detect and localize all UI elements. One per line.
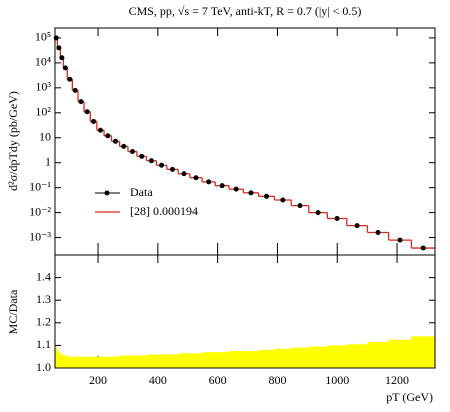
ratio-band bbox=[327, 345, 348, 368]
x-tick-label: 1200 bbox=[385, 373, 409, 387]
data-point bbox=[206, 179, 212, 185]
ratio-band bbox=[67, 356, 73, 368]
x-tick-label: 600 bbox=[209, 373, 227, 387]
ratio-band bbox=[346, 344, 368, 368]
data-point bbox=[354, 223, 360, 229]
data-point bbox=[56, 45, 62, 51]
data-point bbox=[159, 162, 165, 168]
data-point bbox=[219, 183, 225, 189]
legend-label: [28] 0.000194 bbox=[130, 204, 198, 218]
data-point bbox=[334, 216, 340, 222]
data-point bbox=[78, 99, 84, 105]
ratio-band bbox=[156, 354, 168, 368]
x-tick-label: 800 bbox=[268, 373, 286, 387]
ratio-band bbox=[119, 355, 129, 368]
x-axis-label: pT (GeV) bbox=[386, 390, 433, 404]
y-tick-label: 1.3 bbox=[36, 292, 51, 306]
ratio-band bbox=[388, 339, 412, 368]
ratio-band bbox=[127, 355, 138, 368]
ratio-band bbox=[229, 351, 244, 368]
y-tick-label: 1.0 bbox=[36, 360, 51, 374]
ratio-band bbox=[55, 347, 58, 368]
y-tick-label: 10⁻³ bbox=[29, 229, 51, 243]
y-tick-label: 1.2 bbox=[36, 315, 51, 329]
data-point bbox=[280, 197, 286, 203]
ratio-axis-label: MC/Data bbox=[6, 289, 20, 334]
ratio-band bbox=[189, 353, 203, 368]
data-point bbox=[53, 35, 59, 41]
x-tick-label: 200 bbox=[89, 373, 107, 387]
x-tick-label: 400 bbox=[149, 373, 167, 387]
y-tick-label: 10 bbox=[39, 129, 51, 143]
y-tick-label: 10⁵ bbox=[35, 30, 51, 44]
y-tick-label: 10² bbox=[35, 105, 51, 119]
ratio-band bbox=[215, 352, 230, 368]
data-point bbox=[297, 203, 303, 209]
data-point bbox=[193, 175, 199, 181]
ratio-band bbox=[258, 349, 275, 368]
ratio-band bbox=[90, 356, 98, 368]
ratio-band bbox=[136, 355, 147, 368]
legend-marker bbox=[104, 190, 110, 196]
ratio-band bbox=[166, 354, 179, 368]
data-point bbox=[315, 210, 321, 216]
data-point bbox=[113, 138, 119, 144]
data-point bbox=[97, 127, 103, 133]
data-point bbox=[67, 76, 73, 82]
y-tick-label: 10³ bbox=[35, 80, 51, 94]
data-point bbox=[62, 65, 68, 71]
data-point bbox=[121, 143, 127, 149]
data-point bbox=[148, 158, 154, 164]
data-point bbox=[169, 166, 175, 172]
ratio-band bbox=[178, 353, 191, 368]
ratio-band bbox=[202, 352, 216, 368]
ratio-band bbox=[411, 336, 436, 368]
data-point bbox=[84, 109, 90, 115]
ratio-band bbox=[274, 348, 292, 368]
data-point bbox=[91, 118, 97, 124]
ratio-band bbox=[111, 356, 120, 368]
data-point bbox=[139, 153, 145, 159]
ratio-band bbox=[63, 355, 68, 368]
data-point bbox=[248, 190, 254, 196]
data-point bbox=[129, 149, 135, 155]
ratio-band bbox=[291, 347, 310, 368]
ratio-band bbox=[72, 356, 79, 368]
data-point bbox=[420, 245, 426, 251]
chart-title: CMS, pp, √s = 7 TeV, anti-kT, R = 0.7 (|… bbox=[129, 4, 362, 18]
data-point bbox=[105, 133, 111, 139]
x-tick-label: 1000 bbox=[325, 373, 349, 387]
ratio-band bbox=[57, 352, 61, 368]
data-point bbox=[397, 237, 403, 243]
y-tick-label: 10⁴ bbox=[35, 55, 51, 69]
legend-label: Data bbox=[130, 185, 153, 199]
y-tick-label: 1 bbox=[45, 154, 51, 168]
y-tick-label: 10⁻¹ bbox=[29, 179, 51, 193]
ratio-band bbox=[60, 354, 64, 368]
y-tick-label: 1.4 bbox=[36, 269, 51, 283]
data-point bbox=[181, 171, 187, 177]
y-axis-label: d²σ/dpTdy (pb/GeV) bbox=[6, 91, 20, 191]
ratio-band bbox=[146, 354, 157, 368]
ratio-band bbox=[367, 342, 389, 368]
panel-frame bbox=[54, 254, 436, 369]
ratio-band bbox=[243, 351, 259, 368]
data-point bbox=[72, 87, 78, 93]
ratio-band bbox=[96, 356, 105, 368]
ratio-band bbox=[84, 356, 91, 368]
ratio-band bbox=[104, 356, 112, 368]
data-point bbox=[59, 55, 65, 61]
ratio-band bbox=[78, 356, 85, 368]
y-tick-label: 10⁻² bbox=[29, 204, 51, 218]
data-point bbox=[264, 193, 270, 199]
data-point bbox=[375, 229, 381, 235]
ratio-band bbox=[308, 346, 328, 368]
data-point bbox=[233, 186, 239, 192]
y-tick-label: 1.1 bbox=[36, 337, 51, 351]
